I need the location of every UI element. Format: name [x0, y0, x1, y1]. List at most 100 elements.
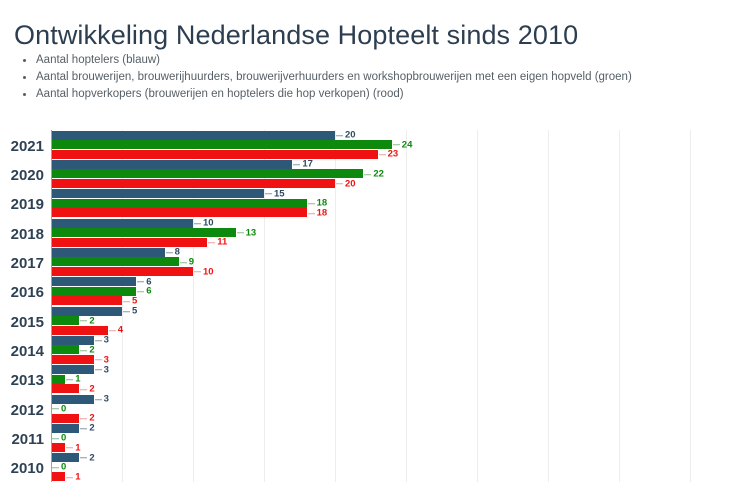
bar-green[interactable]: [51, 140, 392, 150]
bar-red[interactable]: [51, 384, 80, 394]
bar-value-label: 5: [122, 306, 137, 316]
bar-blue[interactable]: [51, 394, 94, 404]
year-group: 2010 2 0 1: [11, 453, 750, 482]
gridline: [690, 130, 691, 482]
bar-row: 9: [51, 257, 750, 267]
year-group: 2011 2 0 1: [11, 423, 750, 453]
bullet-icon: [23, 76, 26, 79]
bar-row: 3: [51, 336, 750, 345]
bar-value-label: 22: [363, 169, 384, 179]
bar-row: 0: [51, 404, 750, 413]
bar-row: 6: [51, 287, 750, 296]
bar-blue[interactable]: [51, 453, 80, 463]
bar-red[interactable]: [51, 472, 66, 482]
bar-red[interactable]: [51, 325, 108, 335]
gridline: [477, 130, 478, 482]
bar-value-label: 3: [94, 355, 109, 365]
bar-value-label: 3: [94, 365, 109, 375]
bar-value-label: 2: [79, 414, 95, 424]
legend-item-blue: Aantal hoptelers (blauw): [16, 52, 740, 69]
bar-green[interactable]: [51, 374, 66, 384]
year-group: 2021 20 24 23: [11, 130, 750, 159]
bar-value-label: 15: [264, 189, 285, 199]
bar-value-label: 6: [136, 287, 151, 297]
year-axis-label: 2017: [10, 254, 44, 272]
bullet-icon: [23, 59, 26, 62]
legend-item-label: Aantal brouwerijen, brouwerijhuurders, b…: [36, 71, 632, 83]
bar-row: 13: [51, 228, 750, 238]
bar-value-label: 2: [79, 453, 95, 463]
bar-value-label: 2: [79, 316, 95, 326]
bar-blue[interactable]: [51, 423, 80, 433]
year-group: 2018 10 13 11: [11, 218, 750, 248]
bar-row: 23: [51, 150, 750, 159]
bar-value-label: 9: [179, 257, 194, 267]
bar-value-label: 11: [207, 238, 227, 248]
bar-row: 18: [51, 199, 750, 208]
bar-green[interactable]: [51, 228, 236, 238]
year-group: 2015 5 2 4: [11, 306, 750, 335]
bar-row: 0: [51, 463, 750, 472]
bar-value-label: 0: [51, 433, 66, 443]
gridline: [264, 130, 265, 482]
bar-value-label: 18: [307, 199, 327, 209]
gridline: [406, 130, 407, 482]
legend-item-green: Aantal brouwerijen, brouwerijhuurders, b…: [16, 69, 740, 86]
bar-row: 20: [51, 130, 750, 140]
bar-red[interactable]: [51, 149, 378, 159]
year-axis-label: 2020: [10, 166, 44, 184]
bar-value-label: 23: [378, 150, 398, 160]
bar-blue[interactable]: [51, 159, 293, 169]
bar-row: 2: [51, 384, 750, 394]
year-axis-label: 2016: [10, 284, 44, 302]
bar-red[interactable]: [51, 355, 94, 365]
bar-value-label: 13: [236, 228, 256, 238]
bar-green[interactable]: [51, 316, 80, 326]
bar-row: 1: [51, 443, 750, 453]
bar-green[interactable]: [51, 286, 137, 296]
bar-green[interactable]: [51, 257, 179, 267]
bar-row: 2: [51, 316, 750, 326]
bar-row: 3: [51, 394, 750, 404]
bar-value-label: 2: [79, 345, 95, 355]
bar-blue[interactable]: [51, 306, 122, 316]
bar-red[interactable]: [51, 443, 66, 453]
bar-red[interactable]: [51, 296, 122, 306]
bar-green[interactable]: [51, 345, 80, 355]
year-group: 2020 17 22 20: [11, 159, 750, 189]
bar-blue[interactable]: [51, 189, 264, 199]
bar-value-label: 3: [94, 336, 109, 346]
bar-blue[interactable]: [51, 335, 94, 345]
bar-red[interactable]: [51, 208, 307, 218]
bar-blue[interactable]: [51, 130, 335, 140]
bar-blue[interactable]: [51, 277, 137, 287]
year-axis-label: 2015: [10, 313, 44, 331]
bar-red[interactable]: [51, 237, 208, 247]
bar-row: 0: [51, 433, 750, 442]
bar-row: 2: [51, 345, 750, 355]
legend-item-red: Aantal hopverkopers (brouwerijen en hopt…: [16, 86, 740, 103]
bar-value-label: 5: [122, 296, 137, 306]
bar-row: 2: [51, 453, 750, 463]
bar-value-label: 20: [335, 130, 356, 140]
y-axis-line: [51, 130, 52, 482]
bar-green[interactable]: [51, 198, 307, 208]
plot-area: 2021 20 24 23 2020 17 22 20 2019 15 18 18 2018 10 13 11…: [11, 130, 750, 482]
year-group: 2016 6 6 5: [11, 277, 750, 306]
bar-row: 1: [51, 375, 750, 384]
bar-row: 5: [51, 306, 750, 316]
gridline: [193, 130, 194, 482]
bar-blue[interactable]: [51, 247, 165, 257]
bar-red[interactable]: [51, 267, 193, 277]
bar-row: 5: [51, 296, 750, 306]
legend-list: Aantal hoptelers (blauw) Aantal brouweri…: [16, 52, 740, 103]
bar-blue[interactable]: [51, 218, 193, 228]
bar-green[interactable]: [51, 169, 364, 179]
bar-value-label: 10: [193, 218, 214, 228]
legend-item-label: Aantal hopverkopers (brouwerijen en hopt…: [36, 88, 404, 100]
bar-blue[interactable]: [51, 365, 94, 375]
gridline: [548, 130, 549, 482]
bar-red[interactable]: [51, 413, 80, 423]
gridline: [122, 130, 123, 482]
bar-red[interactable]: [51, 179, 335, 189]
